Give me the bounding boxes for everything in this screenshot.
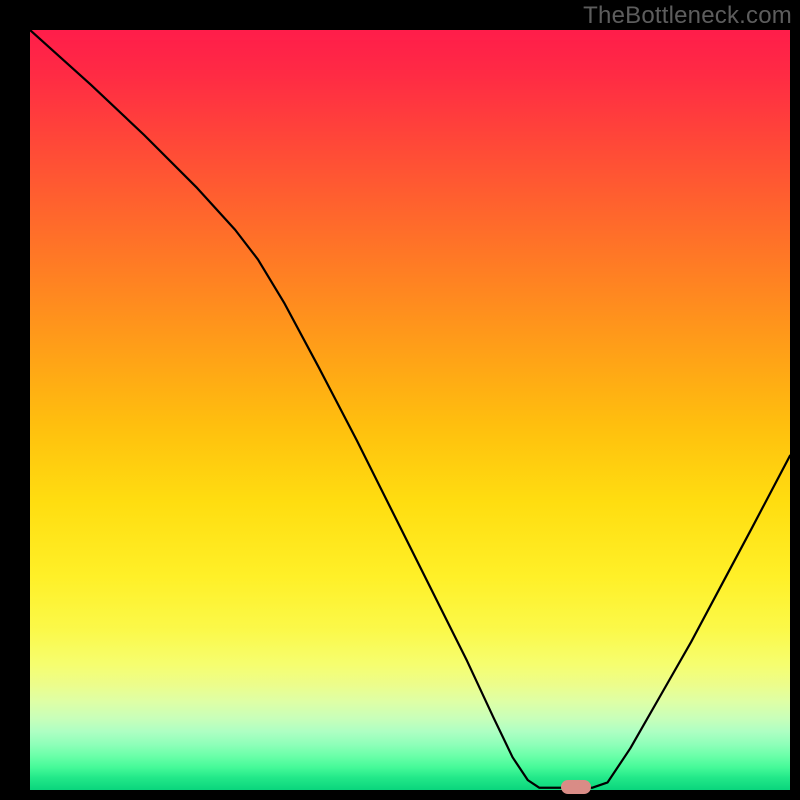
curve-path: [30, 30, 790, 788]
chart-frame: TheBottleneck.com: [0, 0, 800, 800]
watermark-text: TheBottleneck.com: [583, 2, 792, 30]
curve-line: [30, 30, 790, 790]
plot-area: [30, 30, 790, 790]
bottleneck-marker: [561, 780, 591, 794]
